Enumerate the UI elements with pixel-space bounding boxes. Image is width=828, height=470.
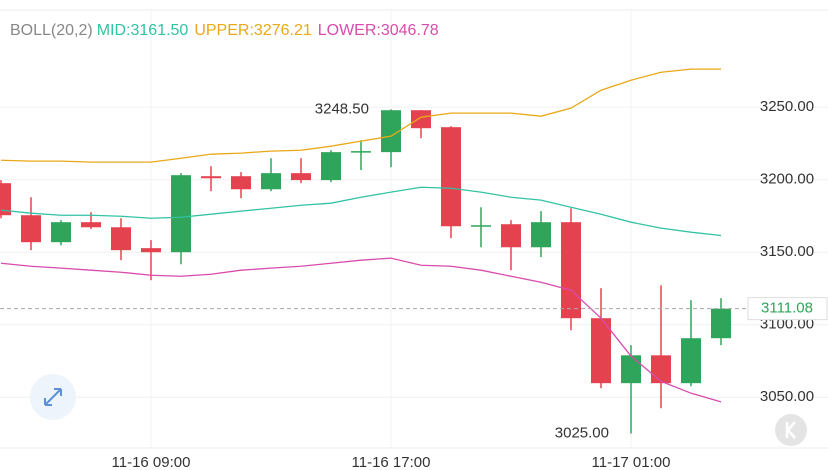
legend-entry: MID:3161.50: [97, 22, 189, 39]
x-tick-label: 11-17 01:00: [592, 454, 671, 470]
plot: 3050.003100.003150.003200.003250.0011-16…: [0, 9, 828, 470]
candle-body: [321, 152, 341, 181]
y-tick-label: 3050.00: [760, 388, 814, 405]
candle-body: [111, 227, 131, 251]
candle-body: [561, 222, 581, 319]
candle-body: [531, 222, 551, 248]
candle-body: [171, 175, 191, 253]
legend-entry: LOWER:3046.78: [318, 22, 439, 39]
candle-body: [0, 183, 11, 216]
scroll-end-button[interactable]: [775, 414, 807, 446]
y-tick-label: 3250.00: [760, 98, 814, 115]
price-annotation: 3025.00: [555, 424, 609, 441]
x-tick-label: 11-16 17:00: [352, 454, 431, 470]
candle-body: [501, 224, 521, 248]
y-tick-label: 3200.00: [760, 171, 814, 188]
candle-body: [471, 225, 491, 227]
candle-body: [51, 222, 71, 243]
candle-body: [651, 355, 671, 384]
legend-entry: UPPER:3276.21: [194, 22, 312, 39]
candle-body: [621, 355, 641, 384]
candle-body: [201, 176, 221, 179]
candle-body: [141, 248, 161, 253]
candle-body: [591, 318, 611, 384]
candle-body: [261, 173, 281, 190]
last-price-tag: [747, 297, 828, 321]
candle-body: [81, 222, 101, 228]
candle-body: [441, 127, 461, 227]
price-annotation: 3248.50: [315, 100, 369, 117]
candle-body: [411, 110, 431, 129]
candle-body: [711, 308, 731, 339]
candle-body: [21, 215, 41, 243]
candle-body: [681, 338, 701, 384]
candle-body: [231, 176, 251, 190]
candle-body: [381, 110, 401, 153]
candle-body: [351, 151, 371, 153]
x-tick-label: 11-16 09:00: [112, 454, 191, 470]
last-price-label: 3111.08: [761, 300, 813, 317]
band-line: [0, 257, 722, 403]
indicator-title: BOLL(20,2): [10, 22, 93, 39]
candle-body: [291, 173, 311, 181]
expand-button[interactable]: [30, 374, 76, 420]
y-tick-label: 3150.00: [760, 243, 814, 260]
band-line: [0, 68, 721, 163]
band-line: [0, 186, 722, 237]
